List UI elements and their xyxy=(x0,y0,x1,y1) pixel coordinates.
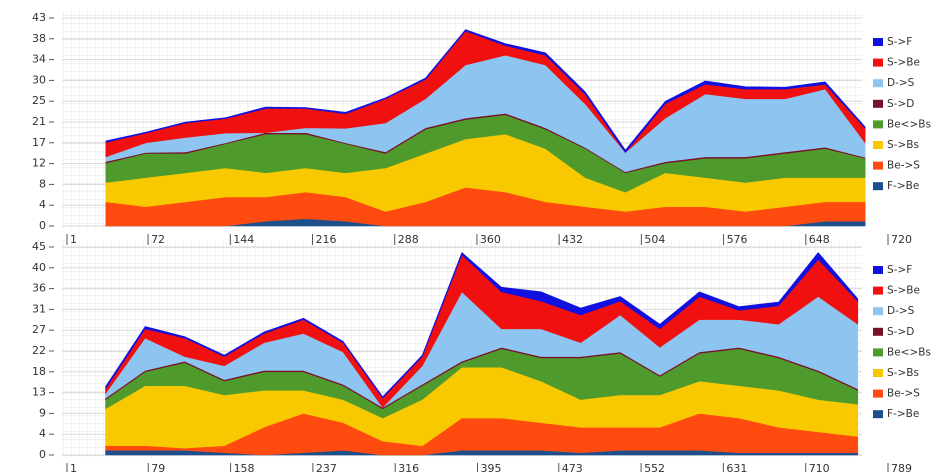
legend-label: S->F xyxy=(887,36,912,48)
legend-swatch xyxy=(873,327,883,336)
y-tick-label: 38 xyxy=(32,32,46,45)
legend-swatch xyxy=(873,348,883,357)
legend-label: Be->S xyxy=(887,160,920,172)
x-tick-label: 72 xyxy=(151,233,165,246)
y-tick-label: 4 xyxy=(39,427,46,440)
legend-label: F->Be xyxy=(887,408,919,420)
x-tick-label: 710 xyxy=(809,462,830,472)
x-tick-label: 79 xyxy=(151,462,165,472)
y-tick-label: 0 xyxy=(39,219,46,232)
x-tick-label: 288 xyxy=(398,233,419,246)
y-tick-label: 36 xyxy=(32,282,46,295)
legend-swatch xyxy=(873,161,883,170)
area xyxy=(105,252,859,399)
legend-label: D->S xyxy=(887,305,915,317)
x-tick-label: 158 xyxy=(234,462,255,472)
legend-swatch xyxy=(873,79,883,88)
x-tick-label: 432 xyxy=(562,233,583,246)
legend-label: S->D xyxy=(887,326,914,338)
legend-swatch xyxy=(873,141,883,149)
legend-label: D->S xyxy=(887,77,915,89)
y-tick-label: 34 xyxy=(32,53,46,66)
x-tick-label: 504 xyxy=(644,233,665,246)
x-tick-label: 360 xyxy=(480,233,501,246)
legend-swatch xyxy=(873,120,883,129)
legend-swatch xyxy=(873,266,883,274)
x-tick-label: 316 xyxy=(398,462,419,472)
y-tick-label: 12 xyxy=(32,157,46,170)
y-tick-label: 17 xyxy=(32,136,46,149)
y-tick-label: 4 xyxy=(39,198,46,211)
y-tick-label: 22 xyxy=(32,344,46,357)
y-tick-label: 31 xyxy=(32,302,46,315)
y-tick-label: 0 xyxy=(39,448,46,461)
legend-label: Be->S xyxy=(887,388,920,400)
legend-swatch xyxy=(873,286,883,295)
x-tick-label: 1 xyxy=(70,233,77,246)
x-tick-label: 648 xyxy=(809,233,830,246)
legend-swatch xyxy=(873,369,883,377)
y-tick-label: 25 xyxy=(32,94,46,107)
x-tick-label: 144 xyxy=(233,233,254,246)
x-tick-label: 473 xyxy=(562,462,583,472)
legend-label: S->D xyxy=(887,98,914,110)
legend-swatch xyxy=(873,58,883,67)
y-tick-label: 21 xyxy=(32,115,46,128)
y-tick-label: 43 xyxy=(32,11,46,24)
x-tick-label: 1 xyxy=(70,462,77,472)
y-tick-label: 9 xyxy=(39,406,46,419)
x-tick-label: 576 xyxy=(727,233,748,246)
legend-label: Be<>Bs xyxy=(887,118,931,130)
y-tick-label: 27 xyxy=(32,323,46,336)
y-tick-label: 13 xyxy=(32,386,46,399)
x-tick-label: 395 xyxy=(481,462,502,472)
area xyxy=(105,29,866,153)
y-tick-label: 40 xyxy=(32,261,46,274)
legend-label: Be<>Bs xyxy=(887,346,931,358)
legend-swatch xyxy=(873,182,883,191)
x-tick-label: 552 xyxy=(644,462,665,472)
y-tick-label: 8 xyxy=(39,177,46,190)
legend-swatch xyxy=(873,389,883,398)
legend-label: S->F xyxy=(887,264,912,276)
x-tick-label: 789 xyxy=(891,462,912,472)
legend-label: S->Be xyxy=(887,285,920,297)
legend-swatch xyxy=(873,38,883,46)
legend-label: S->Bs xyxy=(887,367,919,379)
legend-swatch xyxy=(873,410,883,419)
x-tick-label: 216 xyxy=(316,233,337,246)
x-tick-label: 237 xyxy=(316,462,337,472)
legend-label: S->Bs xyxy=(887,139,919,151)
legend-swatch xyxy=(873,99,883,108)
legend-label: S->Be xyxy=(887,57,920,69)
legend-swatch xyxy=(873,307,883,316)
x-tick-label: 631 xyxy=(726,462,747,472)
legend-label: F->Be xyxy=(887,180,919,192)
x-tick-label: 720 xyxy=(891,233,912,246)
y-tick-label: 45 xyxy=(32,240,46,253)
y-tick-label: 30 xyxy=(32,73,46,86)
y-tick-label: 18 xyxy=(32,365,46,378)
